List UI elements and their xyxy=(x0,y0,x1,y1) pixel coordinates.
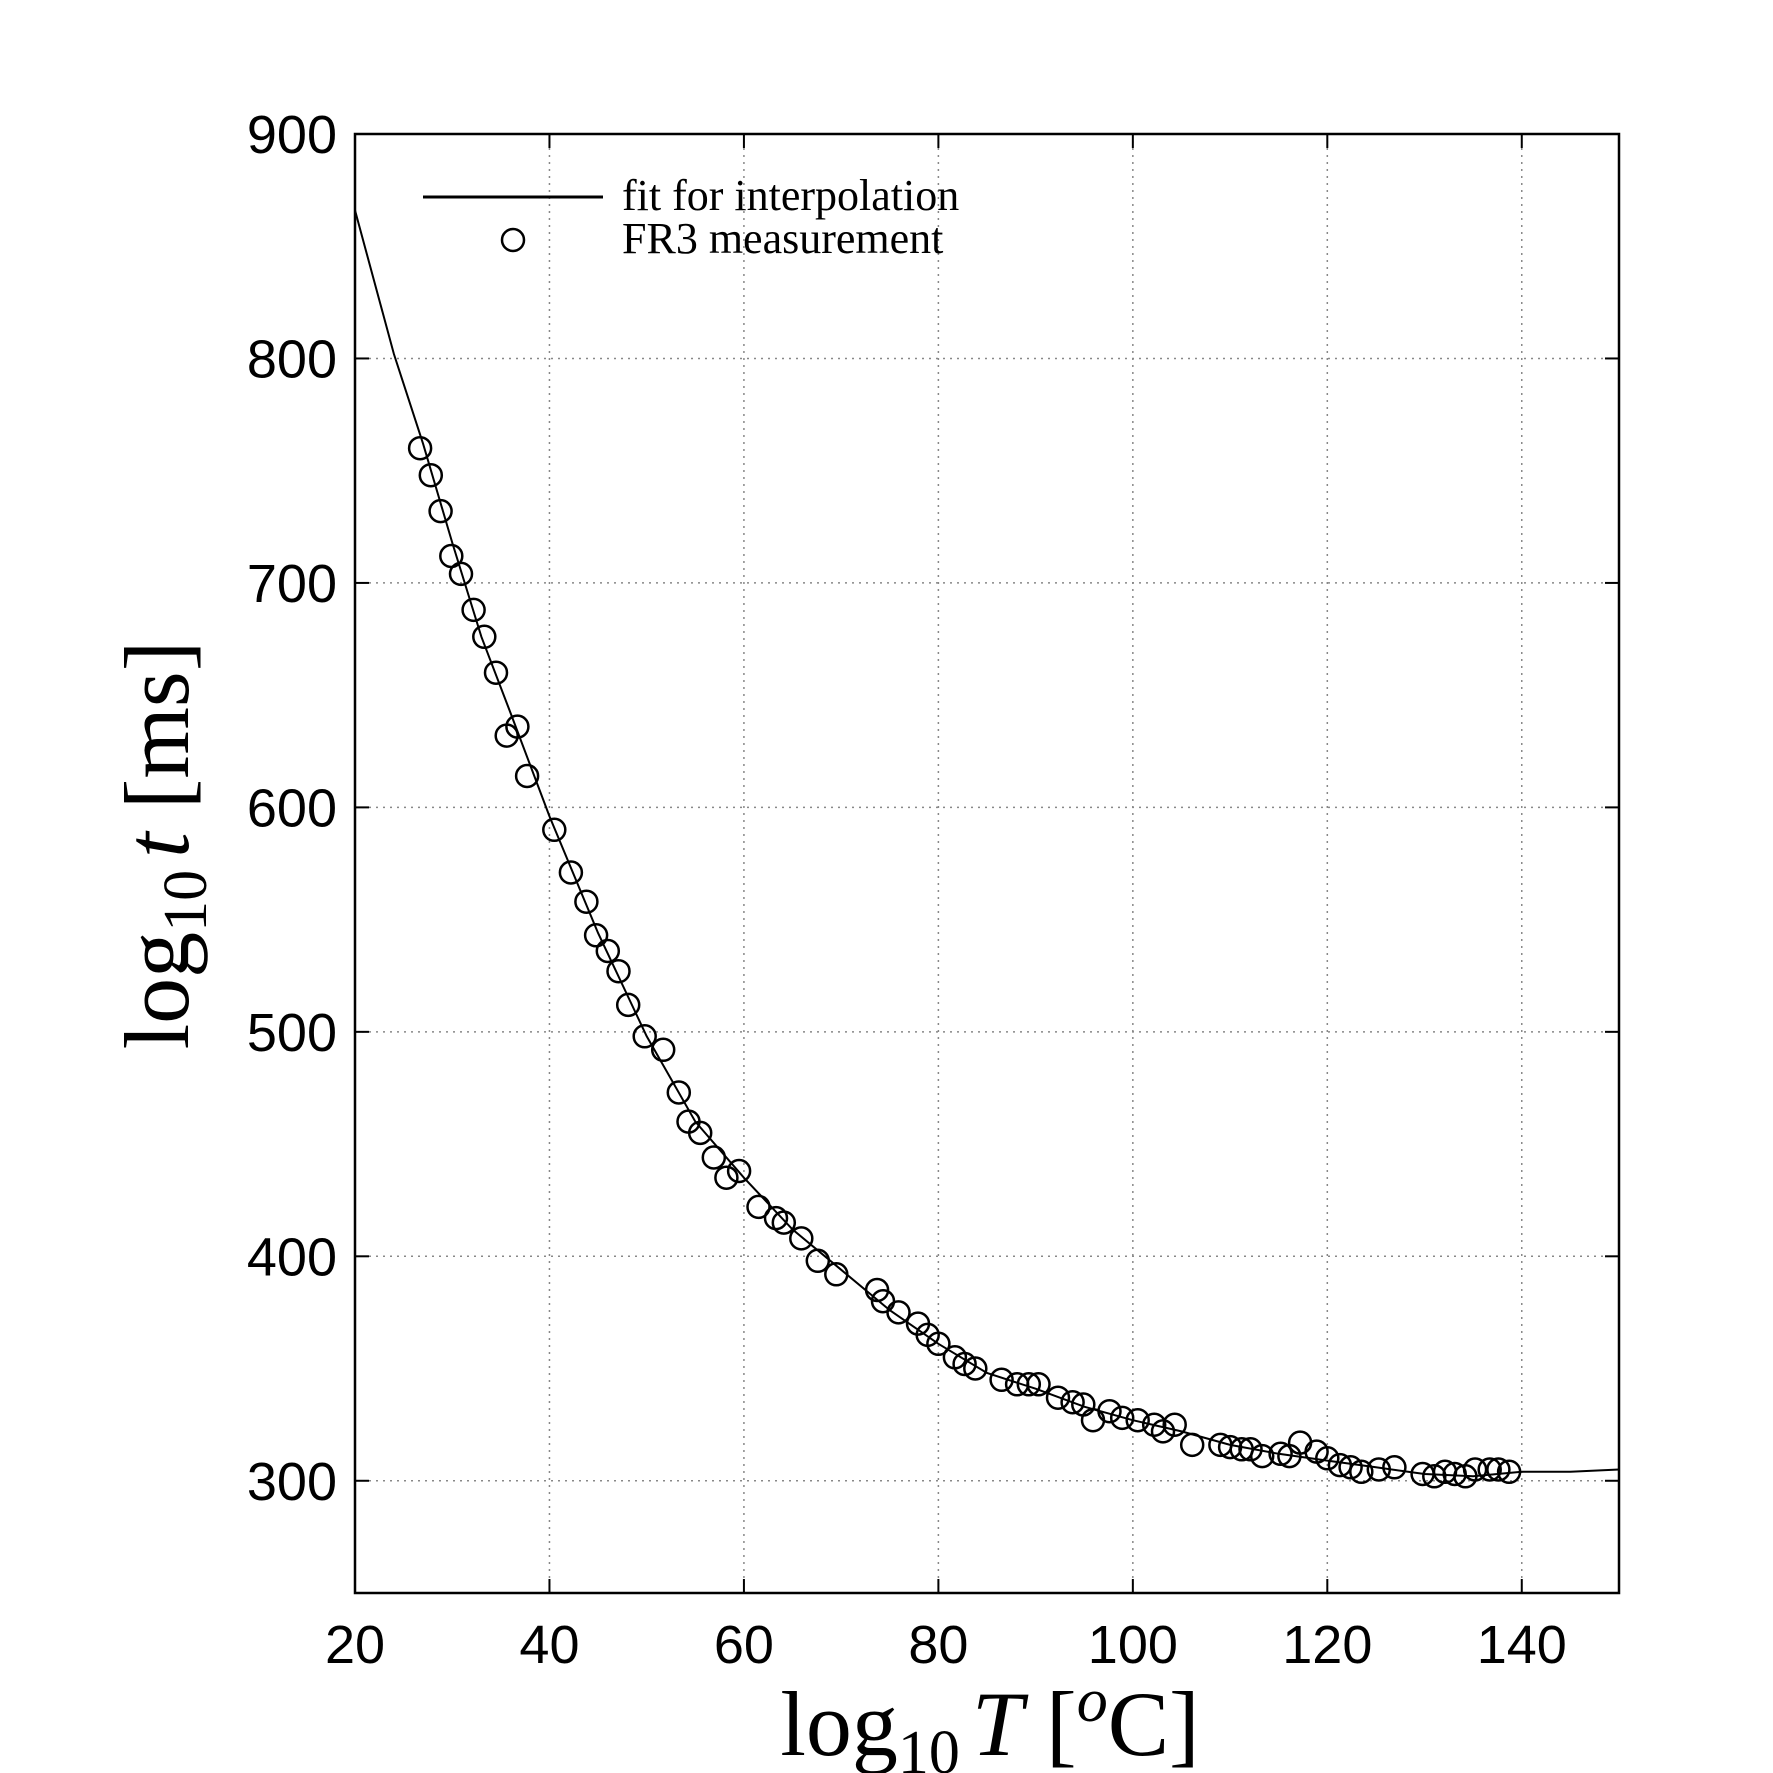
data-point xyxy=(714,1165,739,1190)
data-point xyxy=(632,1024,657,1049)
y-label-subscript: 10 xyxy=(152,870,220,932)
data-point xyxy=(1162,1412,1187,1437)
legend-marker-sample xyxy=(500,227,526,253)
grid xyxy=(355,134,1619,1593)
x-axis-label: log10 T [oC] xyxy=(780,1667,1199,1773)
x-tick-label: 80 xyxy=(908,1615,968,1675)
data-point xyxy=(574,889,599,914)
data-point xyxy=(1217,1434,1243,1460)
data-point xyxy=(1238,1437,1263,1462)
data-point xyxy=(472,624,497,650)
y-tick-label: 400 xyxy=(247,1227,337,1287)
data-point xyxy=(407,435,433,461)
data-point xyxy=(583,923,609,948)
y-tick-label: 700 xyxy=(247,554,337,614)
data-point xyxy=(1109,1405,1135,1431)
data-point xyxy=(1150,1419,1176,1444)
y-axis-label: log10 t [ms] xyxy=(106,641,220,1050)
data-point xyxy=(1366,1457,1392,1482)
y-tick-label: 300 xyxy=(247,1452,337,1512)
x-label-open: [ xyxy=(1023,1673,1077,1773)
legend: fit for interpolation FR3 measurement xyxy=(423,171,959,263)
legend-label-measurement: FR3 measurement xyxy=(622,214,943,263)
data-point xyxy=(701,1145,727,1170)
data-point xyxy=(1382,1455,1407,1480)
data-point xyxy=(595,938,621,964)
data-point xyxy=(726,1158,752,1184)
data-point xyxy=(789,1226,814,1251)
data-point xyxy=(1097,1398,1122,1424)
data-point xyxy=(1016,1372,1042,1397)
data-point xyxy=(1496,1459,1522,1485)
y-tick-label: 600 xyxy=(247,778,337,838)
data-point xyxy=(1327,1452,1353,1478)
data-point xyxy=(461,597,486,623)
data-point xyxy=(1349,1459,1374,1485)
data-point xyxy=(542,817,567,843)
data-point xyxy=(615,992,641,1018)
x-tick-label: 40 xyxy=(519,1615,579,1675)
data-point xyxy=(1338,1455,1363,1480)
data-point xyxy=(1422,1464,1447,1489)
x-label-subscript: 10 xyxy=(898,1719,960,1773)
data-point xyxy=(771,1210,797,1235)
axis-ticks: 20 40 60 80 100 120 140 300 400 500 600 700 800 900 xyxy=(247,105,1619,1675)
data-point xyxy=(824,1262,849,1287)
data-point xyxy=(558,860,584,885)
data-point xyxy=(1125,1407,1150,1433)
data-point xyxy=(514,763,540,789)
x-tick-label: 120 xyxy=(1282,1615,1372,1675)
data-point xyxy=(428,498,453,524)
x-label-superscript: o xyxy=(1077,1667,1108,1735)
measurement-markers xyxy=(407,435,1522,1489)
data-point xyxy=(1249,1443,1275,1469)
x-tick-label: 100 xyxy=(1088,1615,1178,1675)
x-label-unit: C] xyxy=(1108,1673,1200,1773)
legend-label-fit: fit for interpolation xyxy=(622,171,959,220)
data-point xyxy=(963,1356,988,1381)
data-point xyxy=(687,1120,713,1146)
x-label-prefix: log xyxy=(780,1673,898,1773)
data-point xyxy=(483,660,509,685)
data-point xyxy=(1315,1446,1340,1471)
data-point xyxy=(418,462,444,488)
data-point xyxy=(606,958,631,984)
data-point xyxy=(886,1300,911,1325)
y-tick-label: 900 xyxy=(247,105,337,165)
data-point xyxy=(952,1351,977,1377)
x-tick-label: 140 xyxy=(1477,1615,1567,1675)
data-point xyxy=(1477,1457,1502,1482)
data-point xyxy=(746,1194,771,1220)
x-tick-label: 20 xyxy=(325,1615,385,1675)
data-point xyxy=(926,1331,951,1357)
y-tick-label: 800 xyxy=(247,329,337,389)
data-point xyxy=(1179,1432,1205,1458)
data-point xyxy=(864,1277,890,1303)
data-point xyxy=(505,714,530,739)
data-point xyxy=(989,1367,1014,1393)
data-point xyxy=(650,1037,676,1063)
y-label-unit: [ms] xyxy=(106,641,208,833)
data-point xyxy=(805,1248,831,1274)
data-point xyxy=(1462,1457,1488,1482)
data-point xyxy=(1060,1389,1085,1415)
data-point xyxy=(448,561,474,587)
data-point xyxy=(1026,1372,1051,1397)
fit-line-layer xyxy=(354,210,1620,1478)
data-point xyxy=(666,1080,692,1105)
y-label-prefix: log xyxy=(106,932,208,1050)
y-tick-label: 500 xyxy=(247,1003,337,1063)
y-label-variable: t xyxy=(106,830,208,858)
data-point xyxy=(1045,1385,1071,1410)
plot-frame xyxy=(353,132,1621,1595)
x-label-variable: T xyxy=(972,1673,1029,1773)
data-point xyxy=(1268,1441,1293,1467)
data-point xyxy=(1486,1457,1511,1482)
x-tick-label: 60 xyxy=(714,1615,774,1675)
fit-line xyxy=(354,210,1620,1478)
